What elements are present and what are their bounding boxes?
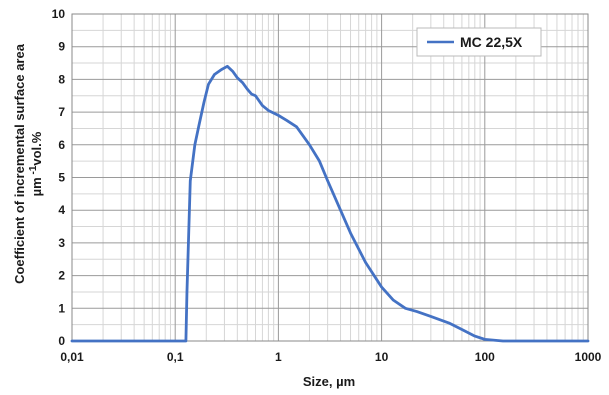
y-tick-label: 4 xyxy=(58,203,65,217)
legend: MC 22,5X xyxy=(416,27,542,57)
x-tick-label: 0,1 xyxy=(167,350,184,364)
y-axis-ticks: 0 1 2 3 4 5 6 7 8 9 10 xyxy=(52,7,66,348)
x-axis-ticks: 0,01 0,1 1 10 100 1000 xyxy=(60,350,601,364)
y-axis-title-line2: µm -1vol.% xyxy=(28,131,44,196)
y-tick-label: 8 xyxy=(58,72,65,86)
x-tick-label: 10 xyxy=(375,350,389,364)
y-tick-label: 0 xyxy=(58,334,65,348)
y-tick-label: 5 xyxy=(58,171,65,185)
x-tick-label: 1 xyxy=(275,350,282,364)
y-tick-label: 9 xyxy=(58,40,65,54)
x-tick-label: 1000 xyxy=(575,350,602,364)
y-tick-label: 7 xyxy=(58,105,65,119)
y-tick-label: 10 xyxy=(52,7,66,21)
plot-frame xyxy=(71,13,589,342)
series-line xyxy=(70,64,590,343)
y-axis-unit: µm xyxy=(29,177,44,196)
y-tick-label: 6 xyxy=(58,138,65,152)
x-tick-label: 100 xyxy=(475,350,495,364)
y-axis-title-line1: Coefficient of incremental surface area xyxy=(12,43,27,284)
y-axis-title-group: Coefficient of incremental surface area … xyxy=(12,43,44,284)
x-axis-title: Size, µm xyxy=(303,374,355,389)
y-tick-label: 1 xyxy=(58,301,65,315)
x-tick-label: 0,01 xyxy=(60,350,84,364)
y-axis-unit-exponent: -1 xyxy=(28,165,39,177)
legend-label: MC 22,5X xyxy=(460,34,523,50)
y-tick-label: 2 xyxy=(58,269,65,283)
series-layer xyxy=(70,64,590,343)
y-axis-unit-tail: vol.% xyxy=(29,131,44,165)
y-tick-label: 3 xyxy=(58,236,65,250)
